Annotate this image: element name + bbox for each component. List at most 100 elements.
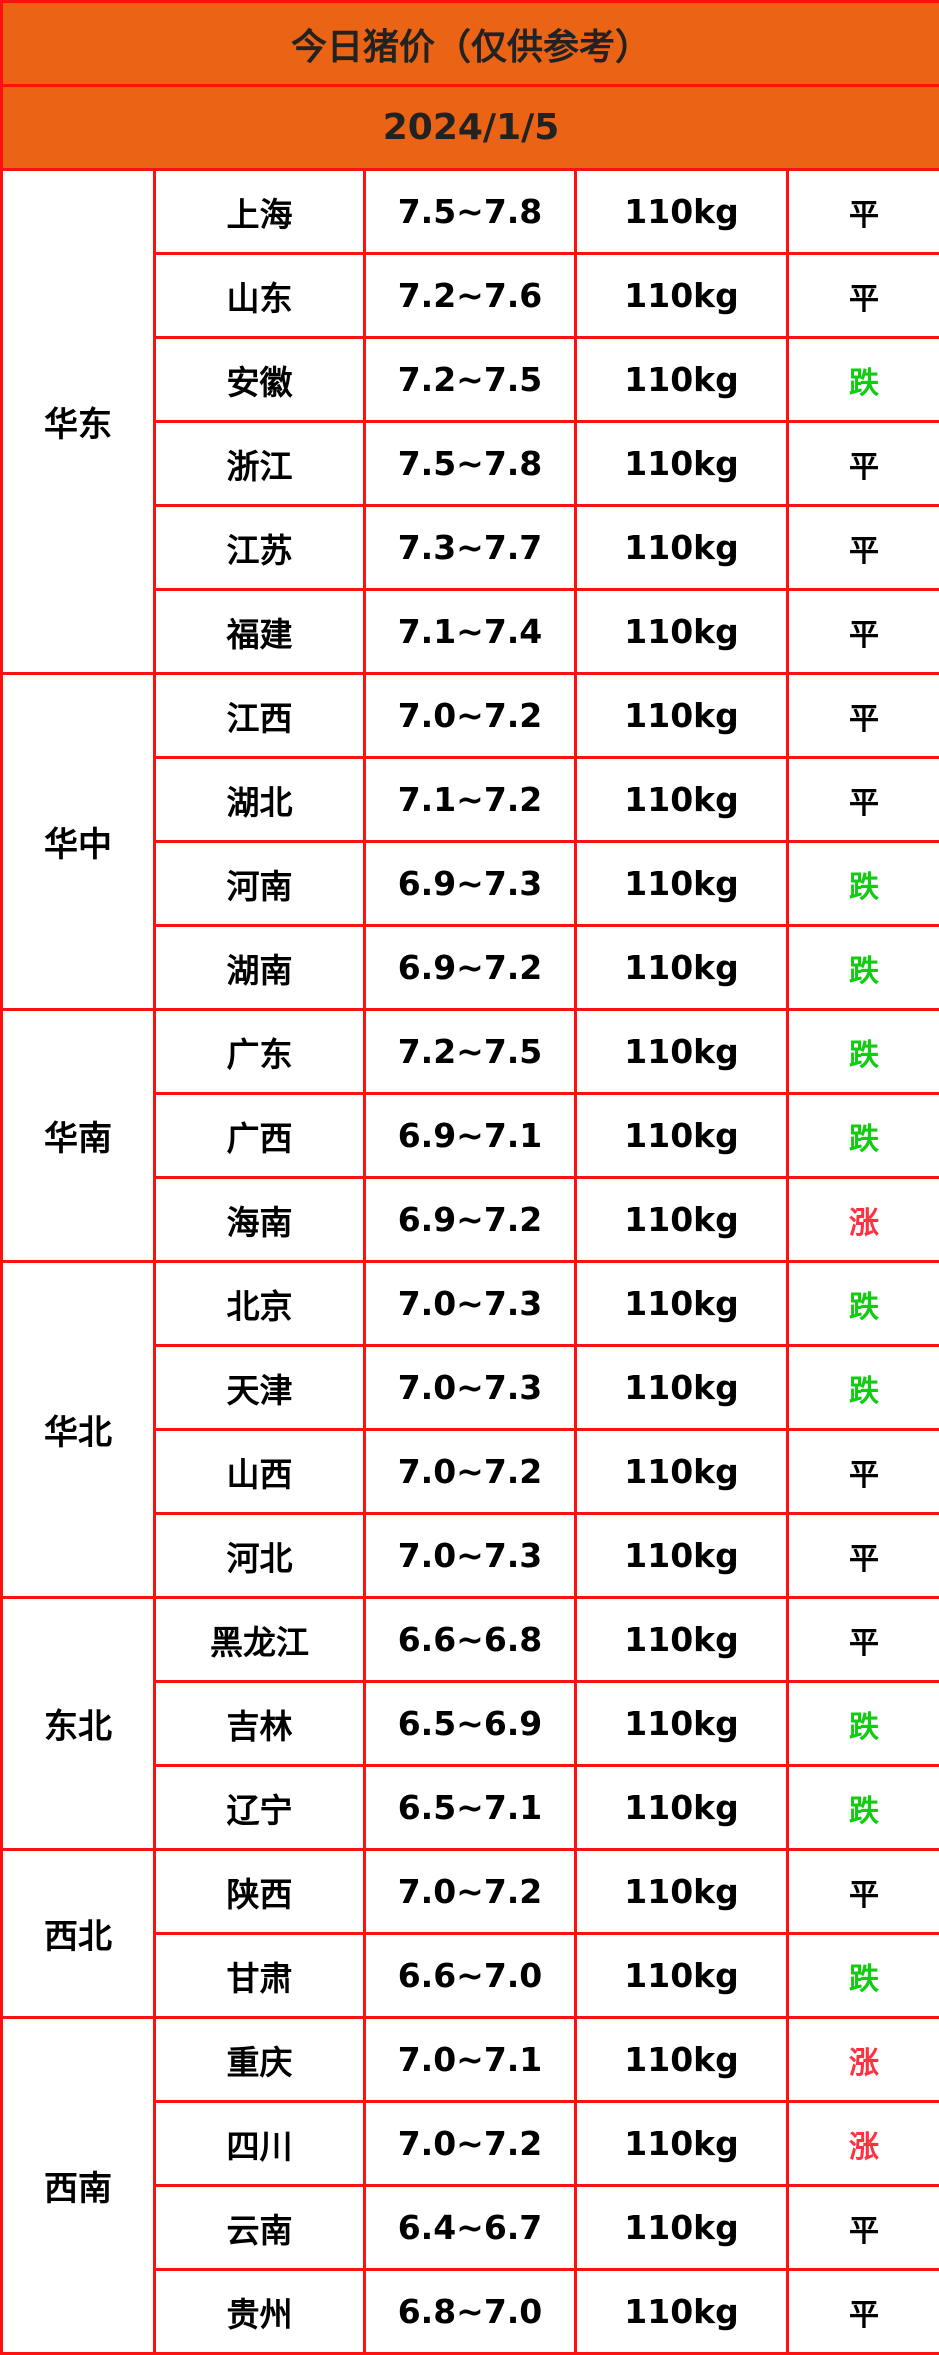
table-row: 西北 陕西 7.0~7.2 110kg 平 [0,1848,939,2019]
province-cell: 重庆 [153,2016,366,2103]
weight-cell: 110kg [574,1932,789,2019]
table-row: 华东 上海 7.5~7.8 110kg 平 [0,168,939,675]
weight-cell: 110kg [574,1680,789,1767]
trend-cell: 跌 [785,1092,939,1179]
table-date: 2024/1/5 [0,84,939,171]
province-cell: 江西 [153,672,366,759]
province-cell: 辽宁 [153,1764,366,1851]
weight-cell: 110kg [574,1344,789,1431]
trend-cell: 平 [785,168,939,255]
price-range-cell: 7.2~7.5 [363,1008,577,1095]
weight-cell: 110kg [574,840,789,927]
province-cell: 湖南 [153,924,366,1011]
trend-cell: 跌 [785,1932,939,2019]
weight-cell: 110kg [574,1008,789,1095]
weight-cell: 110kg [574,168,789,255]
price-range-cell: 7.1~7.2 [363,756,577,843]
weight-cell: 110kg [574,420,789,507]
weight-cell: 110kg [574,504,789,591]
table-row: 江苏 7.3~7.7 110kg 平 [2,504,939,591]
table-row: 湖南 6.9~7.2 110kg 跌 [2,924,939,1011]
trend-cell: 平 [785,504,939,591]
table-row: 华中 江西 7.0~7.2 110kg 平 [0,672,939,1011]
trend-cell: 跌 [785,840,939,927]
price-range-cell: 6.5~7.1 [363,1764,577,1851]
price-range-cell: 6.9~7.3 [363,840,577,927]
trend-cell: 平 [785,2268,939,2355]
weight-cell: 110kg [574,1596,789,1683]
trend-cell: 跌 [785,1344,939,1431]
table-row: 天津 7.0~7.3 110kg 跌 [2,1344,939,1431]
province-cell: 湖北 [153,756,366,843]
table-row: 山西 7.0~7.2 110kg 平 [2,1428,939,1515]
weight-cell: 110kg [574,672,789,759]
trend-cell: 平 [785,420,939,507]
weight-cell: 110kg [574,1764,789,1851]
price-range-cell: 6.9~7.2 [363,924,577,1011]
weight-cell: 110kg [574,924,789,1011]
weight-cell: 110kg [574,1176,789,1263]
price-range-cell: 7.0~7.2 [363,672,577,759]
trend-cell: 跌 [785,1260,939,1347]
province-cell: 云南 [153,2184,366,2271]
price-range-cell: 7.0~7.2 [363,1848,577,1935]
weight-cell: 110kg [574,2016,789,2103]
weight-cell: 110kg [574,756,789,843]
trend-cell: 平 [785,1596,939,1683]
price-range-cell: 7.5~7.8 [363,168,577,255]
price-range-cell: 6.8~7.0 [363,2268,577,2355]
trend-cell: 平 [785,1512,939,1599]
province-cell: 浙江 [153,420,366,507]
weight-cell: 110kg [574,1512,789,1599]
trend-cell: 平 [785,1428,939,1515]
weight-cell: 110kg [574,1428,789,1515]
price-range-cell: 7.2~7.5 [363,336,577,423]
province-cell: 甘肃 [153,1932,366,2019]
table-row: 东北 黑龙江 6.6~6.8 110kg 平 [0,1596,939,1851]
province-cell: 四川 [153,2100,366,2187]
table-row: 山东 7.2~7.6 110kg 平 [2,252,939,339]
region-cell: 东北 [0,1596,156,1851]
trend-cell: 跌 [785,1680,939,1767]
price-range-cell: 7.2~7.6 [363,252,577,339]
province-cell: 海南 [153,1176,366,1263]
table-row: 河北 7.0~7.3 110kg 平 [2,1512,939,1599]
table-row: 甘肃 6.6~7.0 110kg 跌 [2,1932,939,2019]
province-cell: 陕西 [153,1848,366,1935]
province-cell: 上海 [153,168,366,255]
province-cell: 黑龙江 [153,1596,366,1683]
price-range-cell: 7.0~7.3 [363,1344,577,1431]
price-range-cell: 6.6~7.0 [363,1932,577,2019]
weight-cell: 110kg [574,1260,789,1347]
weight-cell: 110kg [574,2100,789,2187]
trend-cell: 涨 [785,2016,939,2103]
trend-cell: 跌 [785,1764,939,1851]
price-range-cell: 7.0~7.3 [363,1512,577,1599]
table-row: 西南 重庆 7.0~7.1 110kg 涨 [0,2016,939,2355]
trend-cell: 跌 [785,924,939,1011]
province-cell: 天津 [153,1344,366,1431]
trend-cell: 平 [785,588,939,675]
price-range-cell: 7.0~7.3 [363,1260,577,1347]
weight-cell: 110kg [574,336,789,423]
price-range-cell: 6.5~6.9 [363,1680,577,1767]
weight-cell: 110kg [574,588,789,675]
weight-cell: 110kg [574,1848,789,1935]
weight-cell: 110kg [574,1092,789,1179]
table-row: 海南 6.9~7.2 110kg 涨 [2,1176,939,1263]
region-cell: 西南 [0,2016,156,2355]
province-cell: 北京 [153,1260,366,1347]
table-row: 安徽 7.2~7.5 110kg 跌 [2,336,939,423]
price-range-cell: 6.6~6.8 [363,1596,577,1683]
trend-cell: 涨 [785,1176,939,1263]
weight-cell: 110kg [574,2184,789,2271]
trend-cell: 跌 [785,336,939,423]
table-title: 今日猪价（仅供参考） [0,0,939,87]
province-cell: 吉林 [153,1680,366,1767]
province-cell: 河南 [153,840,366,927]
trend-cell: 平 [785,1848,939,1935]
region-cell: 华东 [0,168,156,675]
region-cell: 华南 [0,1008,156,1263]
table-row: 福建 7.1~7.4 110kg 平 [2,588,939,675]
